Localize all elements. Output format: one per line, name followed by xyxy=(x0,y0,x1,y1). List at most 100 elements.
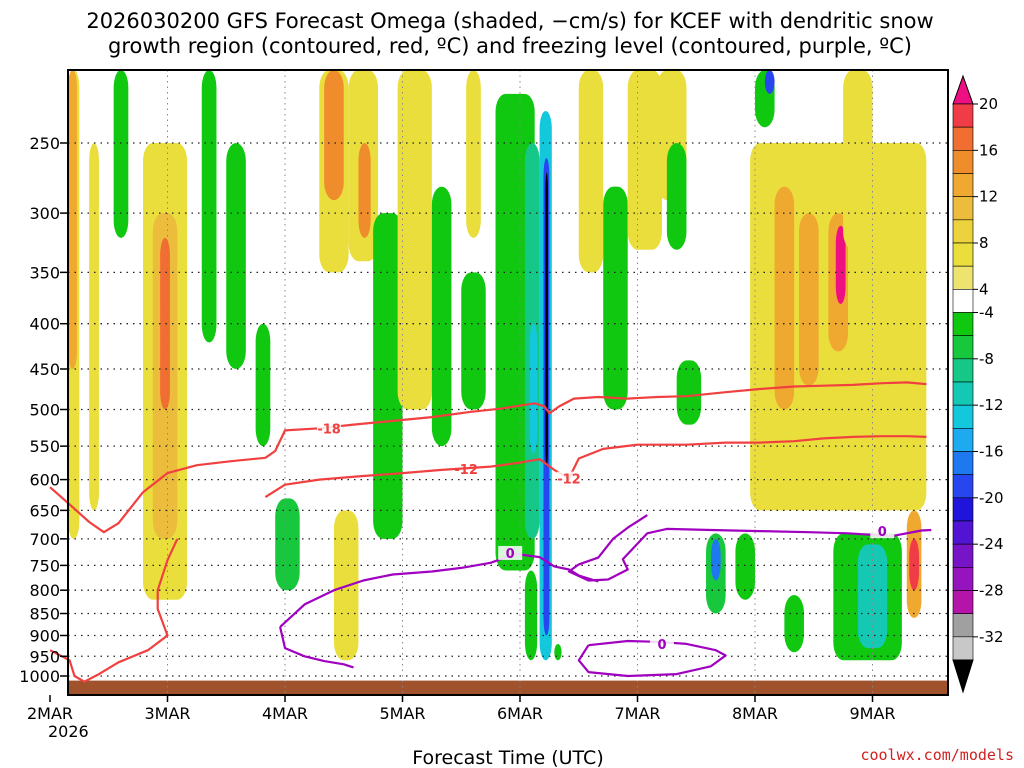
omega-cell xyxy=(397,70,432,410)
freezing-contour-line xyxy=(279,626,354,669)
freezing-contour-label: 0 xyxy=(506,547,515,562)
omega-cell xyxy=(799,213,819,386)
omega-cell xyxy=(529,323,538,454)
colorbar-swatch xyxy=(952,173,974,197)
omega-cell xyxy=(603,186,628,410)
dendritic-contour-line xyxy=(264,435,927,499)
y-tick-label: 550 xyxy=(29,437,60,456)
dendritic-contour-label: -12 xyxy=(557,473,581,488)
dendritic-contour-label-bg xyxy=(317,421,342,436)
y-tick-label: 700 xyxy=(29,530,60,549)
colorbar-swatch xyxy=(952,289,974,313)
dendritic-contour-line xyxy=(49,538,179,683)
colorbar-swatch xyxy=(952,590,974,614)
colorbar-swatch xyxy=(952,520,974,545)
omega-cell xyxy=(89,143,99,511)
colorbar-swatch xyxy=(952,196,974,221)
x-tick-label: 5MAR xyxy=(379,704,425,723)
colorbar-bottom-arrow xyxy=(952,659,974,694)
freezing-contour-label-bg xyxy=(649,637,674,652)
colorbar-swatch xyxy=(952,497,974,522)
colorbar-swatch xyxy=(952,219,974,244)
y-tick-label: 300 xyxy=(29,204,60,223)
colorbar-swatch xyxy=(952,150,974,174)
omega-cell xyxy=(554,643,562,661)
omega-cell xyxy=(255,323,271,447)
chart-title-line-2: growth region (contoured, red, ºC) and f… xyxy=(108,34,912,58)
dendritic-contour-label-bg xyxy=(556,471,581,486)
omega-cell xyxy=(461,272,486,410)
colorbar: 20 16 12 8 4 -4 -8 -12 -16 -20 -24 -28 -32 xyxy=(952,74,1004,694)
omega-cell xyxy=(909,538,920,591)
colorbar-swatch xyxy=(952,242,974,267)
freezing-contour-label-bg xyxy=(498,545,523,560)
x-tick-label: 9MAR xyxy=(849,704,895,723)
colorbar-swatch xyxy=(952,265,974,290)
omega-cell xyxy=(774,186,795,410)
colorbar-swatch xyxy=(952,126,974,151)
freezing-contour-line xyxy=(567,514,932,582)
y-tick-label: 400 xyxy=(29,315,60,334)
colorbar-swatch xyxy=(952,335,974,360)
ground-layer xyxy=(68,680,948,695)
omega-cell xyxy=(710,538,721,581)
freezing-level-contours: 0 0 0 xyxy=(279,514,932,678)
omega-cell xyxy=(835,225,846,304)
colorbar-swatch xyxy=(952,428,974,452)
colorbar-label: -28 xyxy=(979,582,1004,600)
plot-frame xyxy=(67,69,949,696)
omega-cell xyxy=(324,70,344,201)
omega-cell xyxy=(676,360,702,425)
omega-cell xyxy=(735,533,755,600)
omega-cell xyxy=(784,594,804,653)
colorbar-swatch xyxy=(952,543,974,568)
y-tick-label: 450 xyxy=(29,360,60,379)
freezing-contour-label-bg xyxy=(870,524,895,539)
y-tick-label: 1000 xyxy=(19,667,60,686)
y-tick-label: 800 xyxy=(29,581,60,600)
omega-cell xyxy=(201,70,217,343)
x-tick-label: 2MAR xyxy=(27,704,73,723)
omega-cell xyxy=(68,70,77,369)
x-tick-label: 3MAR xyxy=(144,704,190,723)
dendritic-contour-label: -12 xyxy=(454,463,478,478)
x-tick-label: 6MAR xyxy=(497,704,543,723)
omega-cell xyxy=(466,70,481,238)
omega-cell xyxy=(275,498,300,591)
chart-title-line-1: 2026030200 GFS Forecast Omega (shaded, −… xyxy=(86,9,933,33)
colorbar-label: -8 xyxy=(979,350,994,368)
omega-cell xyxy=(578,70,604,273)
y-tick-label: 900 xyxy=(29,626,60,645)
omega-cell xyxy=(524,570,538,661)
colorbar-label: -24 xyxy=(979,535,1004,553)
y-tick-label: 250 xyxy=(29,134,60,153)
colorbar-label: -12 xyxy=(979,396,1004,414)
y-tick-label: 500 xyxy=(29,401,60,420)
y-axis-ticks: 250 300 350 400 450 500 550 600 650 700 750 800 850 9… xyxy=(19,134,68,686)
omega-cell xyxy=(113,70,129,238)
omega-cell xyxy=(431,186,452,447)
colorbar-swatch xyxy=(952,312,974,336)
colorbar-label: 20 xyxy=(979,95,998,113)
omega-cell xyxy=(857,544,888,649)
colorbar-label: 12 xyxy=(979,188,998,206)
x-tick-label: 4MAR xyxy=(262,704,308,723)
dendritic-contour-label: -18 xyxy=(317,423,341,438)
freezing-contour-label: 0 xyxy=(878,525,887,540)
dendritic-contours: -18 -12 -12 xyxy=(49,381,927,683)
omega-cell xyxy=(545,172,548,467)
omega-cell xyxy=(160,237,170,410)
colorbar-swatch xyxy=(952,613,974,638)
y-tick-label: 950 xyxy=(29,647,60,666)
freezing-contour-line xyxy=(279,552,599,628)
colorbar-swatch xyxy=(952,636,974,661)
x-axis-ticks: 2MAR 3MAR 4MAR 5MAR 6MAR 7MAR 8MAR 9MAR xyxy=(27,695,896,723)
dendritic-contour-line xyxy=(49,381,927,534)
colorbar-label: -32 xyxy=(979,628,1004,646)
colorbar-swatch xyxy=(952,474,974,499)
colorbar-label: -20 xyxy=(979,489,1004,507)
colorbar-top-arrow xyxy=(952,74,974,105)
omega-cell xyxy=(843,70,873,250)
y-tick-label: 750 xyxy=(29,556,60,575)
omega-cell xyxy=(627,70,662,250)
